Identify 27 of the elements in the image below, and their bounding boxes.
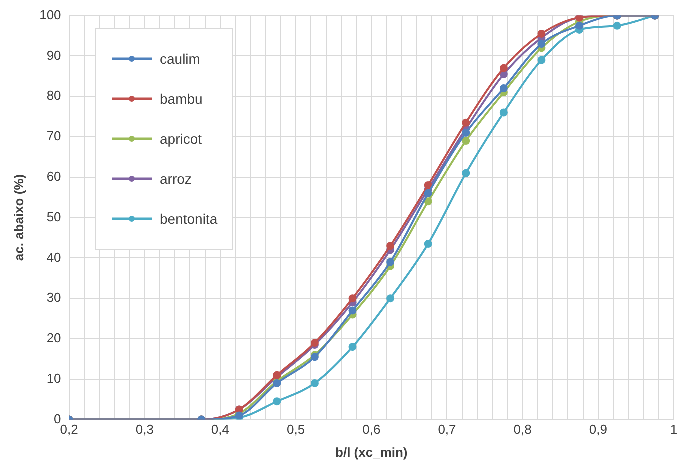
y-tick-label: 80: [46, 88, 62, 104]
x-tick-label: 0,7: [438, 422, 456, 438]
legend-label: caulim: [160, 51, 200, 67]
y-tick-label: 30: [46, 290, 62, 306]
y-tick-label: 100: [40, 7, 62, 22]
x-tick-label: 0,8: [514, 422, 532, 438]
x-tick-label: 0,3: [136, 422, 154, 438]
y-tick-label: 0: [54, 411, 62, 426]
x-tick-label: 0,4: [211, 422, 230, 438]
y-tick-label: 40: [46, 250, 62, 265]
x-tick-label: 0,5: [287, 422, 306, 438]
legend-label: arroz: [160, 171, 192, 187]
x-tick-label: 0,6: [362, 422, 381, 438]
y-tick-label: 50: [46, 209, 62, 224]
legend-label: bambu: [160, 91, 203, 107]
y-tick-label: 20: [46, 330, 62, 346]
x-tick-label: 0,9: [589, 422, 608, 438]
x-tick-label: 0,2: [60, 422, 78, 438]
x-tick-label: 1: [670, 422, 678, 438]
y-tick-label: 90: [46, 48, 62, 63]
legend-label: apricot: [160, 131, 202, 147]
x-axis-title: b/l (xc_min): [336, 444, 408, 460]
legend-label: bentonita: [160, 211, 218, 227]
y-tick-label: 10: [46, 370, 62, 386]
y-tick-label: 60: [46, 168, 62, 184]
y-tick-label: 70: [46, 128, 62, 144]
y-axis-title: ac. abaixo (%): [11, 174, 26, 262]
